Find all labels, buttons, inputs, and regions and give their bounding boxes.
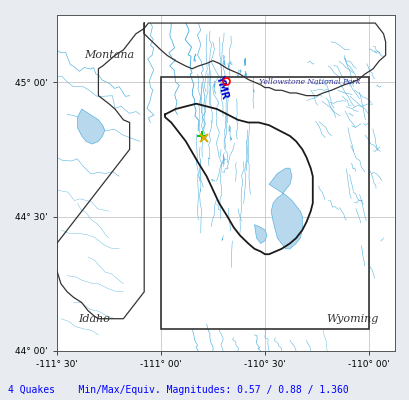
Text: Wyoming: Wyoming [325, 314, 378, 324]
Polygon shape [268, 168, 302, 249]
Text: Yellowstone National Park: Yellowstone National Park [258, 78, 359, 86]
Text: Idaho: Idaho [78, 314, 110, 324]
Text: Montana: Montana [83, 50, 134, 60]
Bar [160, 77, 368, 330]
Text: YMR: YMR [214, 74, 229, 100]
Polygon shape [77, 109, 104, 144]
Text: 4 Quakes    Min/Max/Equiv. Magnitudes: 0.57 / 0.88 / 1.360: 4 Quakes Min/Max/Equiv. Magnitudes: 0.57… [8, 385, 348, 395]
Polygon shape [254, 225, 266, 244]
